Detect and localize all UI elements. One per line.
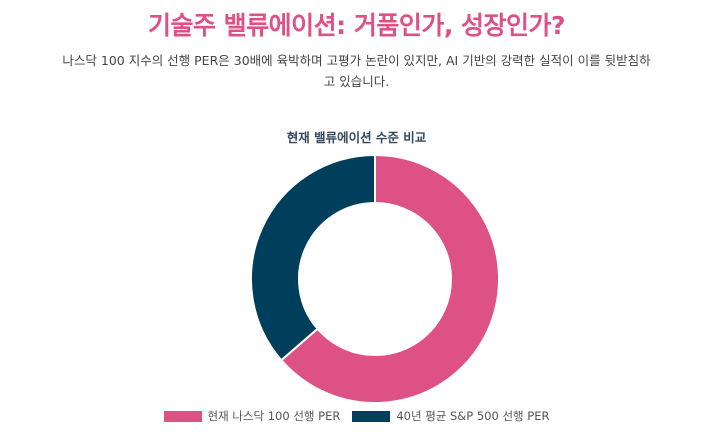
- chart-legend: 현재 나스닥 100 선행 PER 40년 평균 S&P 500 선행 PER: [0, 408, 713, 424]
- legend-swatch-sp500: [352, 410, 391, 422]
- legend-label-sp500: 40년 평균 S&P 500 선행 PER: [396, 409, 550, 423]
- page-subtitle: 나스닥 100 지수의 선행 PER은 30배에 육박하며 고평가 논란이 있지…: [62, 53, 651, 89]
- chart-title: 현재 밸류에이션 수준 비교: [286, 130, 427, 145]
- legend-item-nasdaq[interactable]: 현재 나스닥 100 선행 PER: [163, 408, 341, 424]
- legend-swatch-nasdaq: [163, 410, 202, 422]
- page-headline: 기술주 밸류에이션: 거품인가, 성장인가?: [147, 11, 566, 40]
- legend-item-sp500[interactable]: 40년 평균 S&P 500 선행 PER: [352, 408, 549, 424]
- slice-nasdaq[interactable]: [279, 153, 500, 404]
- legend-label-nasdaq: 현재 나스닥 100 선행 PER: [207, 409, 341, 423]
- slice-sp500[interactable]: [250, 153, 376, 362]
